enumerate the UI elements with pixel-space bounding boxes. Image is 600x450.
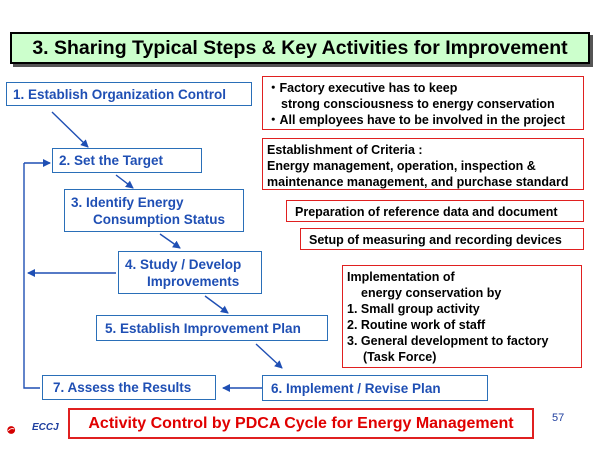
step-3-identify-consumption: 3. Identify Energy Consumption Status xyxy=(64,189,244,232)
step-1-label: 1. Establish Organization Control xyxy=(13,87,227,102)
note-implementation-line2: energy conservation by xyxy=(361,286,502,300)
note-organization-line2: strong consciousness to energy conservat… xyxy=(281,97,555,111)
page-number: 57 xyxy=(552,412,565,424)
step-6-label: 6. Implement / Revise Plan xyxy=(271,381,441,396)
note-implementation-line3: 1. Small group activity xyxy=(347,302,480,316)
step-5-label: 5. Establish Improvement Plan xyxy=(105,321,301,336)
note-measuring-label: Setup of measuring and recording devices xyxy=(309,233,562,247)
note-organization: ・Factory executive has to keep strong co… xyxy=(262,76,584,130)
step-2-label: 2. Set the Target xyxy=(59,153,164,168)
step-2-set-target: 2. Set the Target xyxy=(52,148,202,173)
note-reference-label: Preparation of reference data and docume… xyxy=(295,205,558,219)
step-7-label: 7. Assess the Results xyxy=(53,380,192,395)
eccj-logo-icon xyxy=(7,426,16,434)
note-implementation: Implementation of energy conservation by… xyxy=(342,265,582,368)
step-3-label-line1: 3. Identify Energy xyxy=(71,195,184,210)
step-5-improvement-plan: 5. Establish Improvement Plan xyxy=(96,315,328,341)
arrow-4-to-5 xyxy=(204,295,229,314)
arrow-2-to-3 xyxy=(115,174,134,189)
note-implementation-line4: 2. Routine work of staff xyxy=(347,318,486,332)
step-4-study-develop: 4. Study / Develop Improvements xyxy=(118,251,262,294)
arrow-3-to-4 xyxy=(159,233,181,249)
arrow-5-to-6 xyxy=(255,343,283,369)
step-7-assess-results: 7. Assess the Results xyxy=(42,375,216,400)
pdca-banner: Activity Control by PDCA Cycle for Energ… xyxy=(68,408,534,439)
note-criteria-line3: maintenance management, and purchase sta… xyxy=(267,175,569,189)
note-implementation-line6: (Task Force) xyxy=(363,350,437,364)
note-criteria-line2: Energy management, operation, inspection… xyxy=(267,159,536,173)
note-implementation-line5: 3. General development to factory xyxy=(347,334,549,348)
note-criteria-line1: Establishment of Criteria : xyxy=(267,143,423,157)
note-organization-line1: ・Factory executive has to keep xyxy=(267,81,458,95)
arrow-1-to-2 xyxy=(51,111,89,148)
note-criteria: Establishment of Criteria : Energy manag… xyxy=(262,138,584,190)
step-4-label-line1: 4. Study / Develop xyxy=(125,257,242,272)
step-1-organization-control: 1. Establish Organization Control xyxy=(6,82,252,106)
step-6-implement-revise: 6. Implement / Revise Plan xyxy=(262,375,488,401)
note-implementation-line1: Implementation of xyxy=(347,270,455,284)
eccj-logo-text: ECCJ xyxy=(32,422,59,433)
note-reference-data: Preparation of reference data and docume… xyxy=(286,200,584,222)
feedback-loop-line xyxy=(23,163,40,389)
page-title: 3. Sharing Typical Steps & Key Activitie… xyxy=(10,32,590,64)
note-measuring-devices: Setup of measuring and recording devices xyxy=(300,228,584,250)
step-3-label-line2: Consumption Status xyxy=(93,212,225,227)
step-4-label-line2: Improvements xyxy=(147,274,240,289)
note-organization-line3: ・All employees have to be involved in th… xyxy=(267,113,565,127)
